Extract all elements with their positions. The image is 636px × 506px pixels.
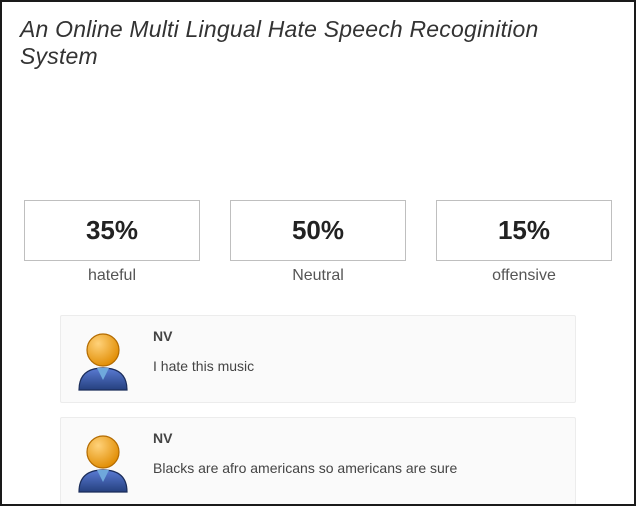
user-avatar-icon (71, 430, 135, 494)
stat-hateful: 35% hateful (24, 200, 200, 285)
spacer (20, 70, 616, 200)
comment-text: I hate this music (153, 358, 254, 374)
stat-label: hateful (88, 267, 136, 285)
comments-list: NV I hate this music NV Blacks are afro … (20, 315, 616, 505)
user-avatar-icon (71, 328, 135, 392)
comment-text: Blacks are afro americans so americans a… (153, 460, 457, 476)
stat-label: Neutral (292, 267, 344, 285)
app-frame: An Online Multi Lingual Hate Speech Reco… (0, 0, 636, 506)
stat-value: 35% (24, 200, 200, 261)
stat-value: 15% (436, 200, 612, 261)
comment-author: NV (153, 430, 457, 446)
page-title: An Online Multi Lingual Hate Speech Reco… (20, 16, 616, 70)
stat-label: offensive (492, 267, 556, 285)
comment-card: NV I hate this music (60, 315, 576, 403)
comment-body: NV Blacks are afro americans so american… (153, 428, 457, 476)
comment-body: NV I hate this music (153, 326, 254, 374)
stat-offensive: 15% offensive (436, 200, 612, 285)
stat-value: 50% (230, 200, 406, 261)
comment-author: NV (153, 328, 254, 344)
stats-row: 35% hateful 50% Neutral 15% offensive (20, 200, 616, 285)
stat-neutral: 50% Neutral (230, 200, 406, 285)
comment-card: NV Blacks are afro americans so american… (60, 417, 576, 505)
